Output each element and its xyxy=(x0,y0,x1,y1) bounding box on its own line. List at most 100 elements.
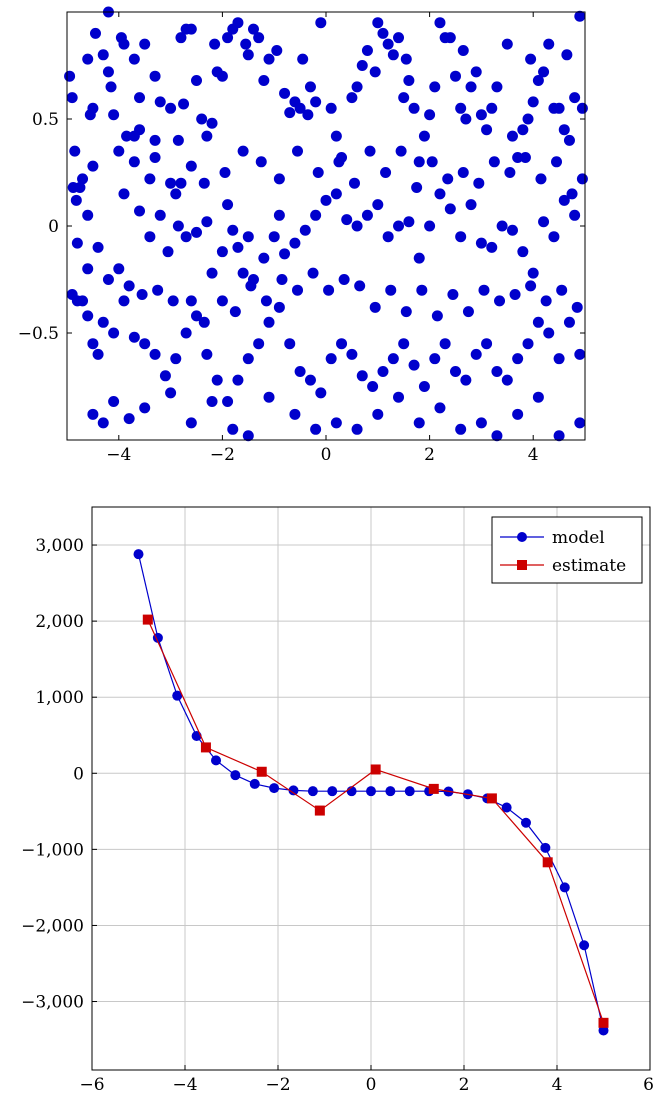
scatter-point xyxy=(519,152,531,164)
scatter-point xyxy=(310,96,322,108)
scatter-point xyxy=(167,295,179,307)
scatter-point xyxy=(97,49,109,61)
scatter-point xyxy=(444,203,456,215)
scatter-point xyxy=(320,194,332,206)
y-tick-label: 0 xyxy=(73,764,84,784)
scatter-point xyxy=(206,117,218,129)
scatter-point xyxy=(434,402,446,414)
scatter-point xyxy=(475,237,487,249)
data-point-estimate xyxy=(598,1017,609,1028)
scatter-point xyxy=(82,209,94,221)
scatter-point xyxy=(82,263,94,275)
scatter-point xyxy=(229,306,241,318)
scatter-point xyxy=(82,53,94,65)
scatter-point xyxy=(364,145,376,157)
scatter-point xyxy=(325,353,337,365)
scatter-point xyxy=(273,301,285,313)
scatter-point xyxy=(222,199,234,211)
scatter-point xyxy=(242,231,254,243)
scatter-point xyxy=(553,430,565,442)
scatter-point xyxy=(113,263,125,275)
scatter-point xyxy=(105,81,117,93)
line-chart-series xyxy=(133,549,609,1036)
data-point-model xyxy=(579,940,590,951)
legend-box xyxy=(491,516,643,584)
scatter-point xyxy=(191,310,202,322)
x-tick-label: 4 xyxy=(552,1075,563,1090)
scatter-point xyxy=(222,32,234,44)
scatter-point xyxy=(462,306,474,318)
scatter-point xyxy=(571,301,583,313)
scatter-point xyxy=(426,156,438,168)
scatter-point xyxy=(289,237,301,249)
scatter-point xyxy=(372,408,384,420)
scatter-point xyxy=(387,49,399,61)
scatter-point xyxy=(457,45,469,57)
scatter-axis-ticks: −4 −2 0 2 4 −0.5 0 0.5 xyxy=(18,12,585,460)
scatter-point xyxy=(380,167,392,178)
x-tick-label: 4 xyxy=(528,445,539,460)
scatter-point xyxy=(139,402,151,414)
scatter-point xyxy=(292,284,304,296)
scatter-point xyxy=(154,96,166,108)
scatter-point xyxy=(198,177,210,189)
scatter-point xyxy=(97,417,109,429)
scatter-point xyxy=(491,81,503,93)
scatter-point xyxy=(525,280,537,292)
scatter-point xyxy=(284,107,296,119)
legend-label-estimate: estimate xyxy=(552,556,626,576)
scatter-point xyxy=(222,395,234,407)
scatter-point xyxy=(429,353,441,365)
scatter-point xyxy=(108,327,120,339)
scatter-point xyxy=(517,124,529,136)
scatter-point xyxy=(465,199,477,211)
scatter-point xyxy=(198,316,210,328)
scatter-point xyxy=(237,267,249,279)
data-point-model xyxy=(404,786,415,797)
legend-marker-model xyxy=(517,532,527,542)
scatter-point xyxy=(315,17,327,29)
scatter-point xyxy=(170,353,182,365)
scatter-point xyxy=(144,173,156,185)
scatter-point xyxy=(418,381,430,392)
scatter-point xyxy=(258,252,270,264)
scatter-point xyxy=(92,348,104,360)
scatter-point xyxy=(393,32,405,44)
scatter-point xyxy=(532,74,544,86)
scatter-point xyxy=(71,237,83,249)
data-point-model xyxy=(598,1025,609,1036)
scatter-point xyxy=(297,53,309,65)
data-point-model xyxy=(540,842,551,853)
scatter-point xyxy=(87,338,99,350)
scatter-point xyxy=(89,27,101,39)
scatter-point xyxy=(216,246,228,258)
scatter-point xyxy=(175,32,187,44)
scatter-point xyxy=(227,224,239,236)
scatter-point xyxy=(367,381,379,392)
scatter-point xyxy=(522,338,534,350)
scatter-point xyxy=(149,134,161,146)
scatter-point xyxy=(548,231,560,243)
scatter-point xyxy=(165,177,177,189)
scatter-point xyxy=(299,224,311,236)
scatter-point xyxy=(403,74,415,86)
scatter-point xyxy=(219,167,231,178)
x-tick-label: −4 xyxy=(172,1075,197,1090)
scatter-point xyxy=(558,124,570,136)
scatter-point xyxy=(475,109,487,121)
scatter-point xyxy=(486,241,498,253)
scatter-point xyxy=(576,173,588,185)
scatter-point xyxy=(77,295,89,307)
scatter-point xyxy=(393,391,405,403)
scatter-point xyxy=(470,66,482,78)
scatter-point xyxy=(431,310,443,322)
scatter-point xyxy=(232,241,244,253)
scatter-point xyxy=(294,366,306,378)
scatter-point xyxy=(245,280,257,292)
scatter-point xyxy=(273,173,285,185)
scatter-point xyxy=(442,173,454,185)
scatter-point xyxy=(543,327,555,339)
scatter-point xyxy=(149,152,161,164)
data-point-model xyxy=(307,786,318,797)
scatter-point xyxy=(512,408,524,420)
